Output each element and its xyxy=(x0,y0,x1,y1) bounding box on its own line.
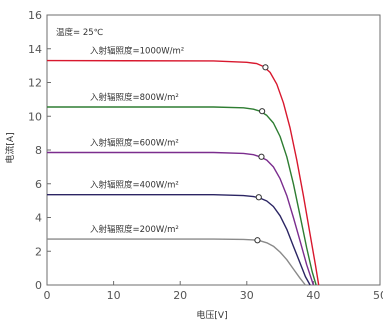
series-labels: 入射辐照度=1000W/m² 入射辐照度=800W/m² 入射辐照度=600W/m²… xyxy=(90,46,184,236)
temperature-annotation: 温度= 25℃ xyxy=(56,27,104,38)
max-power-point-marker xyxy=(255,194,262,201)
x-tick-label: 50 xyxy=(373,289,383,302)
series-line xyxy=(47,194,311,286)
x-tick-label: 40 xyxy=(306,289,320,302)
x-axis-ticks: 0 10 20 30 40 50 xyxy=(44,281,383,302)
y-axis-label: 电流[A] xyxy=(4,132,16,163)
y-tick-label: 12 xyxy=(28,77,42,90)
max-power-point-marker xyxy=(259,108,266,115)
x-tick-label: 30 xyxy=(240,289,254,302)
x-tick-label: 20 xyxy=(173,289,187,302)
series-group xyxy=(46,59,320,286)
series-line xyxy=(46,59,320,286)
series-line xyxy=(47,151,315,286)
series-label: 入射辐照度=600W/m² xyxy=(90,138,179,149)
y-tick-label: 8 xyxy=(35,144,42,157)
series-label: 入射辐照度=400W/m² xyxy=(90,180,179,191)
max-power-point-marker xyxy=(254,237,261,244)
series-label: 入射辐照度=800W/m² xyxy=(90,92,179,103)
y-tick-label: 10 xyxy=(28,110,42,123)
max-power-point-marker xyxy=(258,153,265,160)
y-tick-label: 6 xyxy=(35,178,42,191)
y-tick-label: 4 xyxy=(35,212,42,225)
series-line xyxy=(47,238,306,286)
y-tick-label: 2 xyxy=(35,245,42,258)
y-axis-ticks: 0 2 4 6 8 10 12 14 16 xyxy=(28,9,51,292)
x-tick-label: 10 xyxy=(107,289,121,302)
max-power-point-marker xyxy=(262,64,269,71)
y-tick-label: 16 xyxy=(28,9,42,22)
series-label: 入射辐照度=1000W/m² xyxy=(90,46,184,57)
series-label: 入射辐照度=200W/m² xyxy=(90,224,179,235)
x-axis-label: 电压[V] xyxy=(196,309,227,321)
series-line xyxy=(47,106,317,286)
y-tick-label: 0 xyxy=(35,279,42,292)
y-tick-label: 14 xyxy=(28,43,42,56)
x-tick-label: 0 xyxy=(44,289,51,302)
